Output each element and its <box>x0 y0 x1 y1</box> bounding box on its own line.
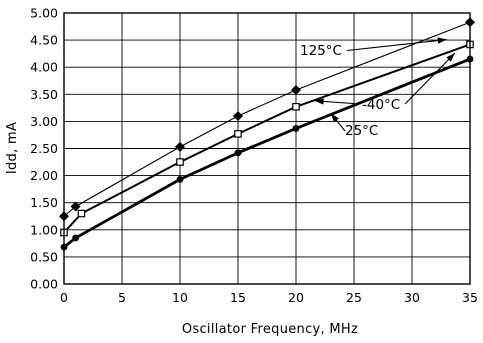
data-point-125c <box>291 85 301 95</box>
x-tick-label: 30 <box>404 290 420 305</box>
y-tick-label: 4.50 <box>30 33 58 48</box>
x-tick-label: 25 <box>346 290 362 305</box>
grid <box>64 13 470 284</box>
x-tick-labels: 0 5 10 15 20 25 30 35 <box>60 290 478 305</box>
data-point-125c <box>233 111 243 121</box>
y-tick-label: 2.50 <box>30 141 58 156</box>
annotation-minus40c: -40°C <box>362 97 400 113</box>
data-point-25c <box>177 176 184 183</box>
y-tick-label: 3.50 <box>30 87 58 102</box>
y-tick-label: 1.00 <box>30 222 58 237</box>
arrow-25c-head <box>331 113 339 122</box>
x-tick-label: 20 <box>288 290 304 305</box>
x-axis-label: Oscillator Frequency, MHz <box>182 322 358 337</box>
series-line-minus40c <box>64 44 470 232</box>
arrow-minus40c-right <box>405 53 455 104</box>
annotation-layer: 125°C -40°C 25°C <box>300 43 400 139</box>
x-tick-label: 35 <box>462 290 478 305</box>
x-tick-label: 15 <box>230 290 246 305</box>
y-tick-label: 0.50 <box>30 249 58 264</box>
data-point-25c <box>235 149 242 156</box>
y-tick-label: 4.00 <box>30 60 58 75</box>
data-point-minus40c <box>78 210 84 216</box>
data-point-minus40c <box>177 159 183 165</box>
series-line-25c <box>64 59 470 247</box>
annotation-25c: 25°C <box>345 123 378 139</box>
arrow-125c <box>347 40 447 51</box>
x-tick-label: 10 <box>172 290 188 305</box>
y-tick-label: 0.00 <box>30 277 58 292</box>
data-point-minus40c <box>235 131 241 137</box>
data-point-25c <box>72 235 79 242</box>
y-tick-label: 2.00 <box>30 168 58 183</box>
x-tick-label: 5 <box>118 290 126 305</box>
y-tick-label: 5.00 <box>30 6 58 21</box>
data-point-125c <box>175 142 185 152</box>
data-point-25c <box>293 125 300 132</box>
y-tick-label: 3.00 <box>30 114 58 129</box>
annotation-125c: 125°C <box>300 43 342 59</box>
y-axis-label: Idd, mA <box>5 122 20 174</box>
marker-layer <box>59 17 475 250</box>
data-point-minus40c <box>293 104 299 110</box>
y-tick-label: 1.50 <box>30 195 58 210</box>
series-layer <box>64 22 470 247</box>
y-tick-labels: 0.00 0.50 1.00 1.50 2.00 2.50 3.00 3.50 4.00 4.50… <box>30 6 58 292</box>
x-tick-label: 0 <box>60 290 68 305</box>
